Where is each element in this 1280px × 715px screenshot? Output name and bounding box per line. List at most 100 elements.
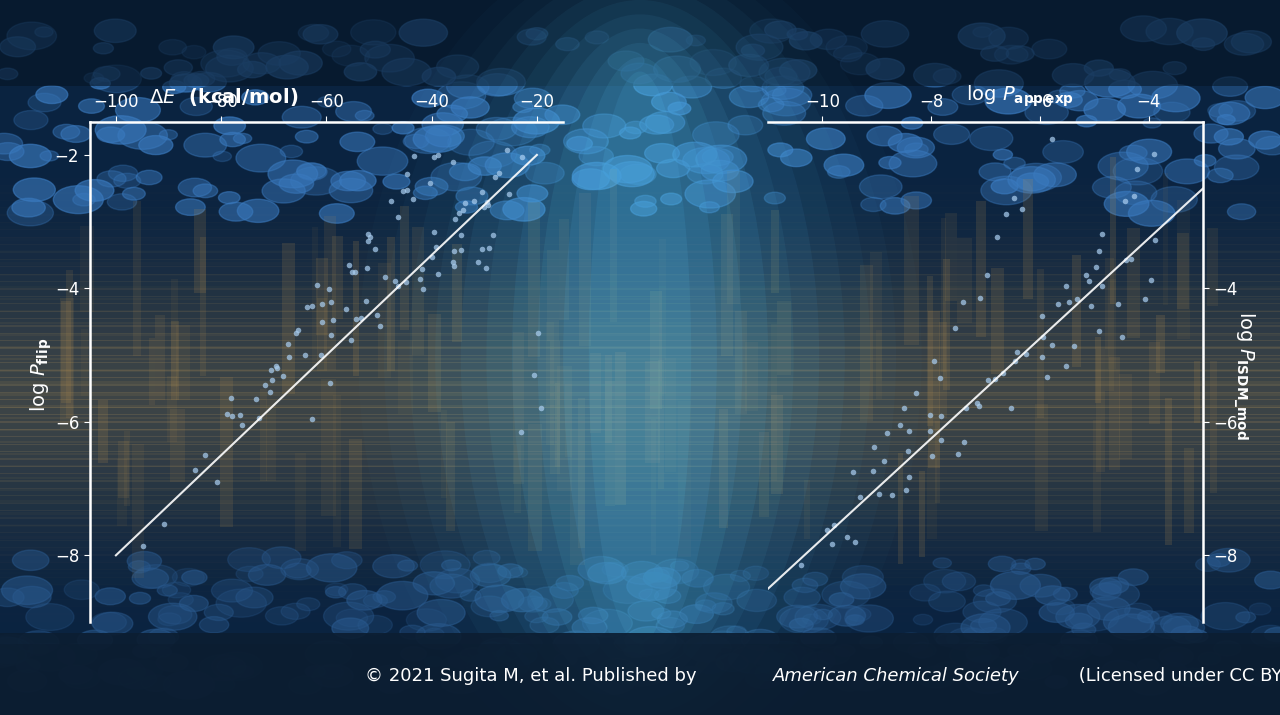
Circle shape <box>115 97 160 122</box>
Point <box>410 274 430 285</box>
Circle shape <box>498 564 524 578</box>
Point <box>266 360 287 372</box>
Circle shape <box>644 568 681 588</box>
Circle shape <box>696 145 746 174</box>
Circle shape <box>1069 603 1119 631</box>
Circle shape <box>173 568 205 586</box>
Circle shape <box>790 31 822 50</box>
Point <box>351 312 371 323</box>
Circle shape <box>372 555 415 578</box>
Circle shape <box>1198 652 1221 665</box>
Circle shape <box>1215 129 1243 145</box>
Circle shape <box>755 664 785 681</box>
Bar <box>0 644 1280 715</box>
Bar <box>0 480 1280 489</box>
Circle shape <box>525 610 548 623</box>
Point <box>899 425 919 437</box>
Point <box>444 245 465 257</box>
Bar <box>0 377 1280 385</box>
Bar <box>0 259 1280 267</box>
Circle shape <box>1212 77 1248 97</box>
Circle shape <box>159 606 192 624</box>
Circle shape <box>447 75 489 99</box>
Point <box>1092 280 1112 292</box>
Circle shape <box>406 609 447 631</box>
Circle shape <box>303 24 338 44</box>
Point <box>956 403 977 414</box>
Circle shape <box>712 603 735 615</box>
Circle shape <box>509 568 527 578</box>
Circle shape <box>1091 644 1112 656</box>
Point <box>451 245 471 256</box>
Circle shape <box>64 580 100 599</box>
Circle shape <box>515 88 552 109</box>
Circle shape <box>713 170 753 192</box>
Circle shape <box>701 160 739 182</box>
Bar <box>118 459 127 526</box>
Circle shape <box>337 609 367 627</box>
Circle shape <box>1060 84 1085 98</box>
Point <box>931 373 951 384</box>
Circle shape <box>631 202 657 216</box>
Point <box>426 241 447 252</box>
Circle shape <box>58 644 97 666</box>
Bar <box>0 345 1280 360</box>
Circle shape <box>928 591 965 611</box>
Bar <box>0 298 1280 312</box>
Circle shape <box>324 602 374 630</box>
Circle shape <box>526 162 564 184</box>
Circle shape <box>93 66 120 82</box>
Circle shape <box>97 171 125 187</box>
Point <box>320 297 340 308</box>
Circle shape <box>1056 92 1083 107</box>
Circle shape <box>332 618 369 638</box>
Bar <box>0 576 1280 585</box>
Point <box>312 299 333 310</box>
Circle shape <box>717 654 748 671</box>
Point <box>497 144 517 156</box>
Bar <box>0 465 1280 474</box>
Circle shape <box>530 617 559 633</box>
Circle shape <box>0 68 18 79</box>
Point <box>397 169 417 180</box>
Bar <box>65 270 73 418</box>
Circle shape <box>995 45 1028 64</box>
Text: $\log\,P_{\mathregular{ISDM\_mod}}$: $\log\,P_{\mathregular{ISDM\_mod}}$ <box>1231 311 1257 440</box>
Circle shape <box>182 46 206 59</box>
Point <box>1004 192 1024 204</box>
Circle shape <box>645 112 685 134</box>
Circle shape <box>1025 558 1046 570</box>
Circle shape <box>404 127 451 154</box>
Bar <box>0 363 1280 371</box>
Circle shape <box>479 642 506 656</box>
Circle shape <box>928 99 957 115</box>
Circle shape <box>645 144 680 163</box>
Point <box>1056 280 1076 291</box>
Circle shape <box>233 134 252 144</box>
Point <box>1088 245 1108 257</box>
Circle shape <box>1091 583 1121 600</box>
Circle shape <box>603 576 653 603</box>
Circle shape <box>1032 39 1066 59</box>
Circle shape <box>933 124 969 144</box>
Bar <box>0 0 1280 86</box>
Circle shape <box>621 63 658 84</box>
Circle shape <box>518 596 548 612</box>
Circle shape <box>801 652 835 671</box>
Circle shape <box>765 84 786 96</box>
Bar <box>0 591 1280 600</box>
Point <box>186 464 206 475</box>
Circle shape <box>132 568 169 588</box>
Circle shape <box>682 569 713 587</box>
Bar <box>155 315 165 400</box>
Circle shape <box>1117 94 1161 118</box>
Bar <box>919 471 925 558</box>
Circle shape <box>690 49 736 76</box>
Bar <box>0 458 1280 467</box>
Bar <box>333 395 342 547</box>
Ellipse shape <box>538 43 742 672</box>
Bar <box>0 227 1280 241</box>
Circle shape <box>1024 644 1057 663</box>
Circle shape <box>297 598 320 611</box>
Circle shape <box>1213 641 1240 656</box>
